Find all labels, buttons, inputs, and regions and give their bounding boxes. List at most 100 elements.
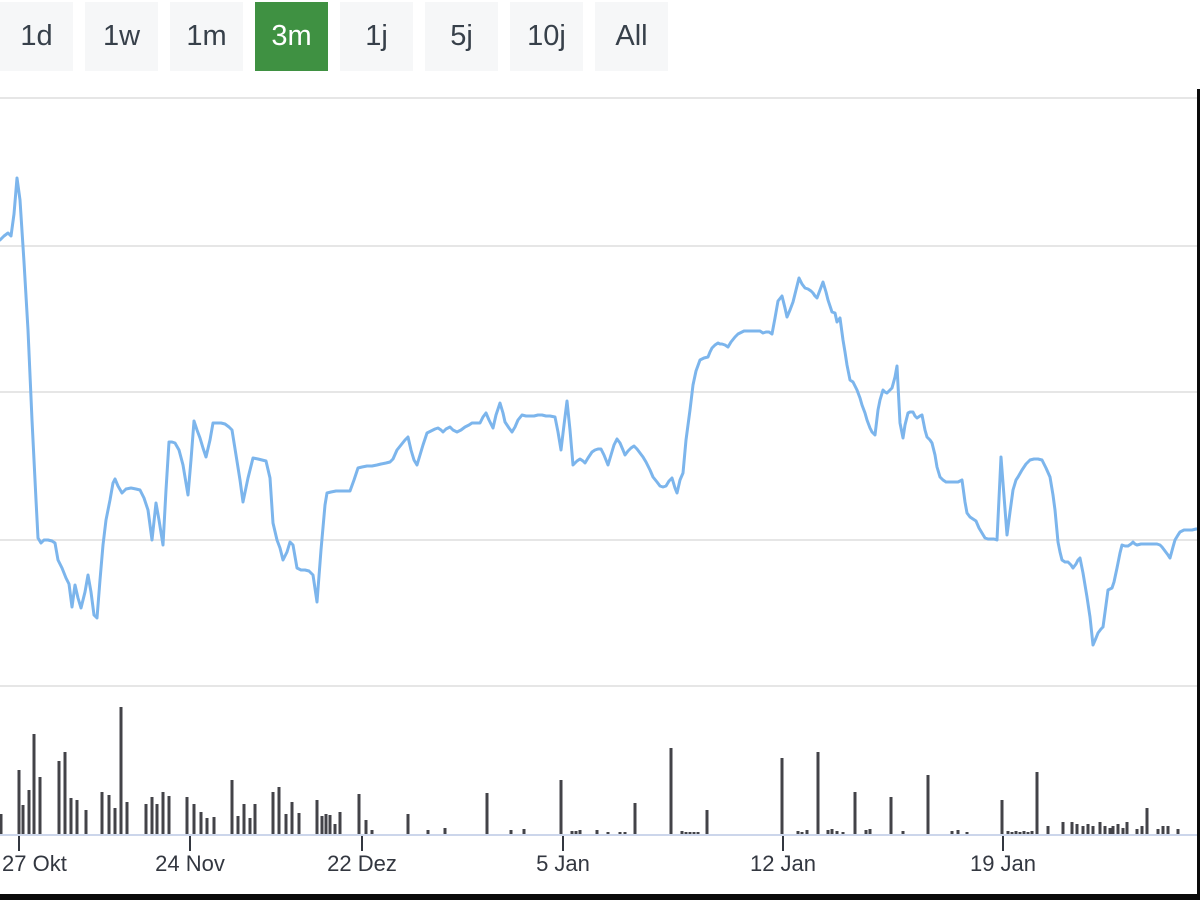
volume-bar: [1103, 826, 1107, 834]
volume-bar: [406, 814, 410, 834]
volume-bar: [509, 830, 513, 834]
volume-bar: [669, 748, 673, 834]
volume-bar: [107, 795, 111, 834]
volume-bar: [864, 830, 868, 834]
volume-bar: [1121, 828, 1125, 834]
volume-bar: [623, 832, 627, 834]
volume-bars: [0, 707, 1180, 834]
volume-bar: [205, 818, 209, 834]
range-selector: 1d 1w 1m 3m 1j 5j 10j All: [0, 2, 668, 71]
volume-bar: [1156, 829, 1160, 834]
price-line: [0, 176, 1200, 647]
volume-bar: [1166, 826, 1170, 834]
volume-bar: [324, 814, 328, 834]
volume-bar: [618, 832, 622, 834]
volume-bar: [830, 829, 834, 834]
volume-bar: [1061, 822, 1065, 834]
volume-bar: [17, 770, 21, 834]
volume-bar: [284, 814, 288, 834]
volume-bar: [1035, 772, 1039, 834]
volume-bar: [684, 832, 688, 834]
volume-bar: [1135, 829, 1139, 834]
volume-bar: [328, 815, 332, 834]
volume-bar: [21, 805, 25, 834]
volume-bar: [1161, 826, 1165, 834]
volume-bar: [595, 830, 599, 834]
volume-bar: [144, 804, 148, 834]
volume-bar: [119, 707, 123, 834]
volume-bar: [956, 830, 960, 834]
volume-bar: [570, 831, 574, 834]
volume-bar: [800, 832, 804, 834]
volume-bar: [853, 792, 857, 834]
volume-bar: [926, 775, 930, 834]
range-button-all[interactable]: All: [595, 2, 668, 71]
volume-bar: [167, 796, 171, 834]
volume-bar: [192, 804, 196, 834]
volume-bar: [27, 790, 31, 834]
range-button-10j[interactable]: 10j: [510, 2, 583, 71]
volume-bar: [901, 831, 905, 834]
volume-bar: [1018, 832, 1022, 834]
volume-bar: [320, 816, 324, 834]
volume-bar: [696, 832, 700, 834]
volume-bar: [113, 808, 117, 834]
gridlines: [0, 97, 1200, 687]
volume-bar: [1022, 831, 1026, 834]
volume-bar: [1125, 822, 1129, 834]
volume-bar: [290, 802, 294, 834]
volume-bar: [248, 818, 252, 834]
volume-bar: [1026, 832, 1030, 834]
volume-bar: [1098, 822, 1102, 834]
volume-bar: [212, 817, 216, 834]
volume-bar: [185, 797, 189, 834]
volume-bar: [125, 802, 129, 834]
volume-bar: [559, 780, 563, 834]
volume-bar: [1046, 826, 1050, 834]
range-button-1d[interactable]: 1d: [0, 2, 73, 71]
volume-bar: [32, 734, 36, 834]
volume-bar: [297, 813, 301, 834]
volume-bar: [826, 830, 830, 834]
volume-bar: [1116, 824, 1120, 834]
volume-bar: [1010, 832, 1014, 834]
volume-bar: [841, 832, 845, 834]
volume-bar: [633, 803, 637, 834]
volume-bar: [75, 800, 79, 834]
volume-bar: [485, 793, 489, 834]
x-axis-ticks: [18, 836, 1004, 851]
volume-bar: [1091, 826, 1095, 834]
volume-bar: [84, 810, 88, 834]
volume-bar: [1030, 831, 1034, 834]
volume-bar: [69, 798, 73, 834]
volume-bar: [1140, 826, 1144, 834]
volume-bar: [230, 780, 234, 834]
volume-bar: [426, 830, 430, 834]
volume-bar: [199, 812, 203, 834]
volume-bar: [370, 830, 374, 834]
range-button-1w[interactable]: 1w: [85, 2, 158, 71]
volume-bar: [443, 828, 447, 834]
volume-bar: [965, 832, 969, 834]
volume-bar: [1145, 808, 1149, 834]
volume-bar: [277, 787, 281, 834]
range-button-1m[interactable]: 1m: [170, 2, 243, 71]
volume-bar: [161, 792, 165, 834]
volume-bar: [338, 812, 342, 834]
volume-bar: [150, 797, 154, 834]
volume-bar: [835, 831, 839, 834]
range-button-3m[interactable]: 3m: [255, 2, 328, 71]
range-button-5j[interactable]: 5j: [425, 2, 498, 71]
range-button-1j[interactable]: 1j: [340, 2, 413, 71]
volume-bar: [1000, 800, 1004, 834]
volume-bar: [357, 794, 361, 834]
volume-bar: [950, 831, 954, 834]
volume-bar: [705, 810, 709, 834]
volume-bar: [236, 816, 240, 834]
chart-right-border: [1197, 89, 1200, 900]
volume-bar: [574, 831, 578, 834]
volume-bar: [155, 804, 159, 834]
volume-bar: [889, 797, 893, 834]
